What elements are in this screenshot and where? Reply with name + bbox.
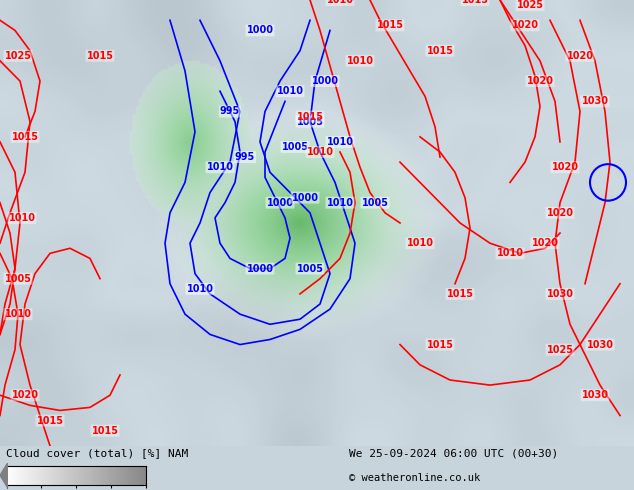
Text: 1000: 1000 [292, 193, 318, 202]
Text: 1020: 1020 [531, 238, 559, 248]
Text: 1025: 1025 [4, 51, 32, 61]
Text: 1015: 1015 [37, 416, 63, 425]
Polygon shape [0, 463, 8, 488]
Text: 1010: 1010 [347, 56, 373, 66]
Text: 1015: 1015 [462, 0, 489, 5]
Text: 1020: 1020 [567, 51, 593, 61]
Text: 1010: 1010 [496, 248, 524, 258]
Text: 1020: 1020 [552, 162, 578, 172]
Text: 1010: 1010 [306, 147, 333, 157]
Text: Cloud cover (total) [%] NAM: Cloud cover (total) [%] NAM [6, 448, 188, 458]
Text: 1030: 1030 [586, 340, 614, 349]
Text: 1015: 1015 [11, 132, 39, 142]
Text: 1015: 1015 [446, 289, 474, 299]
Text: We 25-09-2024 06:00 UTC (00+30): We 25-09-2024 06:00 UTC (00+30) [349, 448, 558, 458]
Text: 995: 995 [235, 152, 255, 162]
Text: 1015: 1015 [427, 46, 453, 56]
Text: 1020: 1020 [547, 208, 574, 218]
Text: 1005: 1005 [4, 274, 32, 284]
Text: 1030: 1030 [547, 289, 574, 299]
Text: 1010: 1010 [8, 213, 36, 223]
Text: 995: 995 [220, 106, 240, 117]
Text: 1020: 1020 [11, 390, 39, 400]
Text: 1020: 1020 [526, 76, 553, 86]
Text: 1015: 1015 [377, 21, 403, 30]
Text: 1000: 1000 [247, 25, 273, 35]
Text: 1000: 1000 [311, 76, 339, 86]
Text: 1005: 1005 [281, 142, 309, 152]
Text: 1005: 1005 [361, 197, 389, 208]
Text: 1015: 1015 [297, 112, 323, 122]
Text: 1015: 1015 [91, 426, 119, 436]
Text: 1010: 1010 [207, 162, 233, 172]
Text: 1020: 1020 [512, 21, 538, 30]
Text: 1010: 1010 [186, 284, 214, 294]
Text: 1010: 1010 [327, 137, 354, 147]
Text: © weatheronline.co.uk: © weatheronline.co.uk [349, 473, 480, 483]
Text: 1015: 1015 [86, 51, 113, 61]
Text: 1025: 1025 [547, 344, 574, 355]
Text: 1015: 1015 [427, 340, 453, 349]
Text: 1030: 1030 [581, 390, 609, 400]
Text: 1010: 1010 [406, 238, 434, 248]
Text: 1005: 1005 [297, 264, 323, 273]
Text: 1025: 1025 [517, 0, 543, 10]
Text: 1010: 1010 [4, 309, 32, 319]
Text: 1005: 1005 [297, 117, 323, 126]
Text: 1010: 1010 [327, 197, 354, 208]
Text: 1000: 1000 [266, 197, 294, 208]
Text: 1000: 1000 [247, 264, 273, 273]
Text: 1030: 1030 [581, 97, 609, 106]
Text: 1010: 1010 [276, 86, 304, 96]
Text: 1010: 1010 [327, 0, 354, 5]
